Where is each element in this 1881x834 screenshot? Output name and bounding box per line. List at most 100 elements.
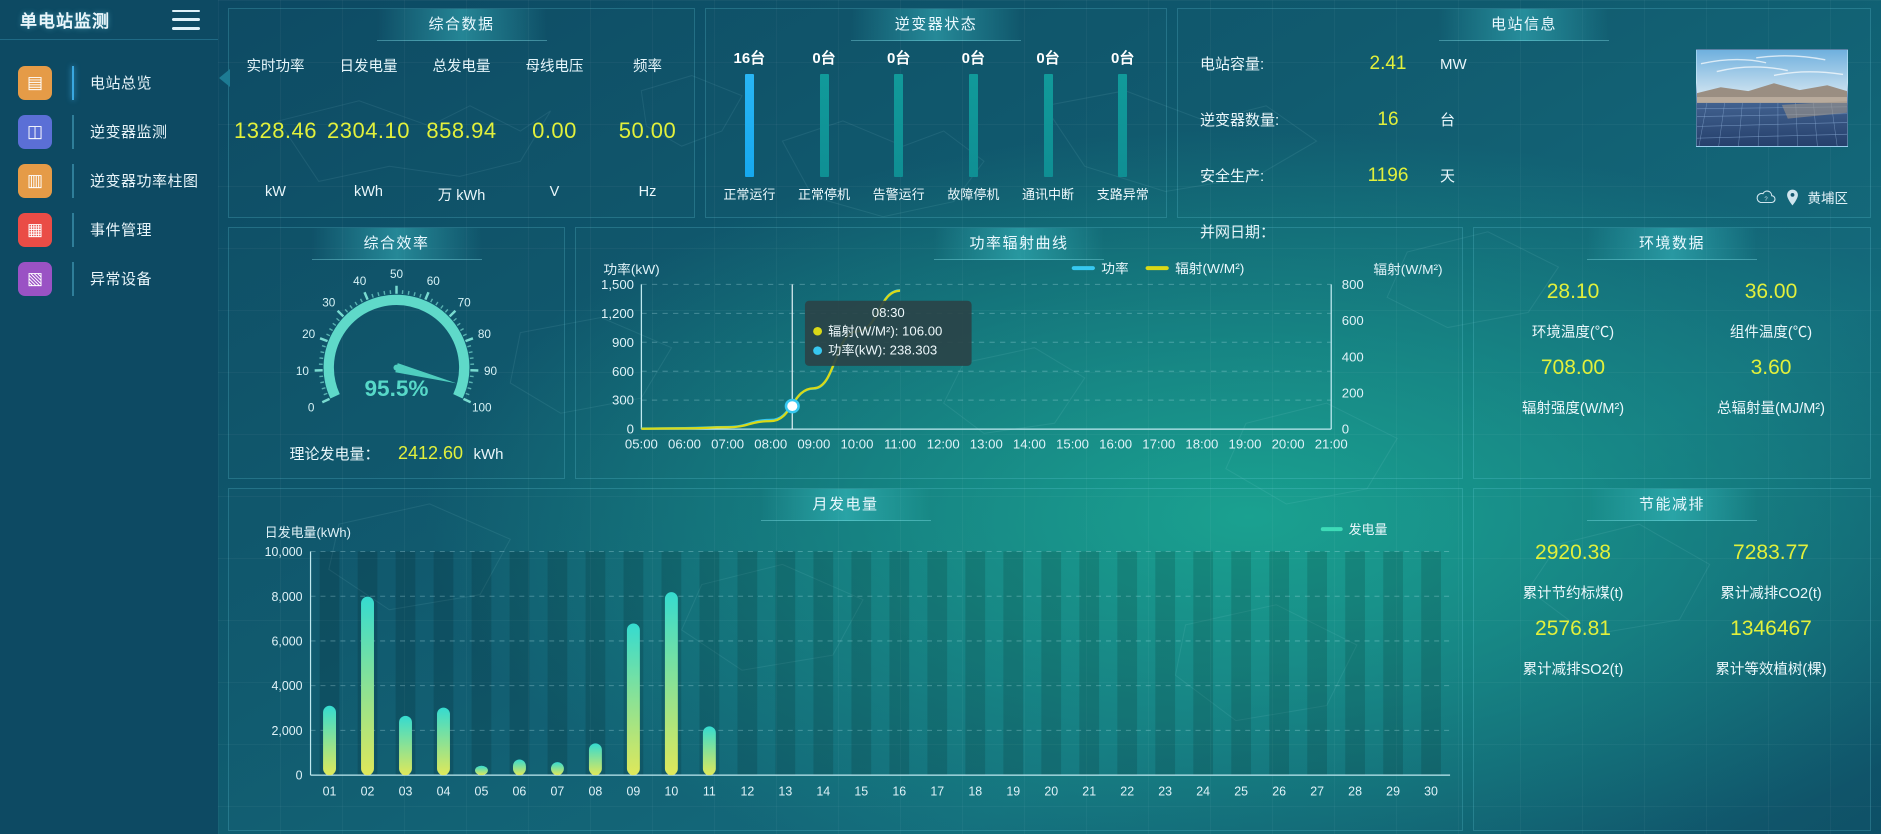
row-unit: 天 (1440, 168, 1456, 185)
svg-text:10,000: 10,000 (265, 545, 303, 559)
panel-title: 综合效率 (311, 228, 482, 260)
location-pin-icon (1786, 189, 1798, 205)
theoretical-generation: 理论发电量： 2412.60 kWh (229, 443, 564, 464)
env-total-irradiation: 3.60 总辐射量(MJ/M²) (1672, 356, 1870, 418)
unit: kWh (473, 446, 504, 463)
saving-equivalent-trees: 1346467 累计等效植树(棵) (1672, 617, 1870, 679)
sidebar-item-inverter-power-bar[interactable]: ▥ 逆变器功率柱图 (0, 156, 218, 205)
svg-text:功率(kW): 238.303: 功率(kW): 238.303 (828, 343, 937, 358)
power-irradiance-chart[interactable]: 功率(kW) 辐射(W/M²) 0 300 600 900 1,200 1,500 0 200 40… (576, 262, 1462, 478)
svg-text:6,000: 6,000 (272, 634, 303, 648)
metric-label: 日发电量 (339, 59, 398, 75)
inverter-status-normal-running[interactable]: 16台 正常运行 (712, 47, 787, 203)
hamburger-menu-icon[interactable] (172, 9, 200, 30)
divider (72, 163, 74, 198)
device-alert-icon: ▧ (18, 261, 52, 296)
dashboard-row-middle: 综合效率 0 10 20 30 40 50 60 70 80 90 100 95.5% 理论发电量：… (228, 227, 1871, 479)
svg-text:30: 30 (322, 297, 336, 310)
sidebar: 单电站监测 ▤ 电站总览 ◫ 逆变器监测 ▥ 逆变器功率柱图 ▦ 事 (0, 0, 218, 834)
inverter-status-normal-stopped[interactable]: 0台 正常停机 (787, 47, 862, 203)
sidebar-item-plant-overview[interactable]: ▤ 电站总览 (0, 58, 218, 107)
label: 累计节约标煤(t) (1522, 586, 1624, 602)
svg-text:07:00: 07:00 (711, 437, 744, 452)
svg-text:1,500: 1,500 (601, 277, 634, 292)
gauge-value: 95.5% (364, 376, 428, 401)
env-irradiance-intensity: 708.00 辐射强度(W/M²) (1474, 356, 1672, 418)
app-title: 单电站监测 (20, 12, 110, 31)
value: 36.00 (1744, 280, 1798, 303)
svg-text:400: 400 (1342, 350, 1364, 365)
svg-text:4,000: 4,000 (272, 679, 303, 693)
svg-text:30: 30 (1424, 784, 1438, 798)
svg-text:发电量: 发电量 (1349, 523, 1388, 537)
divider (72, 114, 74, 149)
svg-text:17: 17 (930, 784, 944, 798)
status-label: 正常运行 (723, 187, 776, 202)
sidebar-item-abnormal-devices[interactable]: ▧ 异常设备 (0, 254, 218, 303)
svg-text:23: 23 (1158, 784, 1172, 798)
svg-text:11:00: 11:00 (884, 437, 916, 452)
collapse-left-arrow-icon[interactable] (219, 69, 230, 87)
value: 2920.38 (1535, 541, 1611, 564)
svg-text:21:00: 21:00 (1315, 437, 1348, 452)
svg-text:60: 60 (427, 275, 441, 288)
svg-text:10: 10 (664, 784, 678, 798)
metric-value: 50.00 (618, 118, 677, 143)
status-count: 0台 (1036, 50, 1060, 67)
svg-text:19: 19 (1006, 784, 1020, 798)
svg-text:24: 24 (1196, 784, 1210, 798)
inverter-status-branch-abnormal[interactable]: 0台 支路异常 (1085, 47, 1160, 203)
plant-location-bar: ? 黄埔区 (1755, 187, 1848, 207)
svg-text:8,000: 8,000 (272, 590, 303, 604)
svg-text:800: 800 (1342, 277, 1364, 292)
svg-text:20:00: 20:00 (1272, 437, 1305, 452)
sidebar-item-inverter-monitor[interactable]: ◫ 逆变器监测 (0, 107, 218, 156)
status-count: 0台 (961, 50, 986, 67)
monthly-generation-chart[interactable]: 日发电量(kWh) 0 2,000 4,000 6,000 8,000 10,000 01 02… (229, 523, 1462, 828)
sidebar-item-event-management[interactable]: ▦ 事件管理 (0, 205, 218, 254)
svg-text:17:00: 17:00 (1142, 437, 1175, 452)
sidebar-item-label: 电站总览 (90, 75, 153, 92)
metric-label: 频率 (633, 59, 662, 75)
status-bar (744, 74, 754, 177)
value: 3.60 (1750, 356, 1792, 379)
svg-text:16:00: 16:00 (1099, 437, 1132, 452)
clipboard-icon: ▦ (18, 212, 52, 247)
panel-title: 综合数据 (376, 9, 547, 41)
svg-text:20: 20 (302, 328, 316, 341)
book-icon: ▤ (18, 65, 52, 100)
svg-text:13: 13 (778, 784, 792, 798)
row-key: 安全生产: (1200, 168, 1265, 185)
dashboard-row-bottom: 月发电量 日发电量(kWh) 0 2,000 4,000 6,000 8,000 10,00… (228, 488, 1871, 831)
metric-unit: Hz (638, 184, 657, 200)
panel-comprehensive-efficiency: 综合效率 0 10 20 30 40 50 60 70 80 90 100 95.5% 理论发电量：… (228, 227, 565, 479)
value: 1346467 (1730, 617, 1812, 640)
status-count: 0台 (1111, 50, 1135, 67)
inverter-status-fault-stopped[interactable]: 0台 故障停机 (936, 47, 1011, 203)
saving-standard-coal: 2920.38 累计节约标煤(t) (1474, 541, 1672, 603)
svg-text:18:00: 18:00 (1185, 437, 1218, 452)
svg-text:600: 600 (612, 364, 634, 379)
svg-text:0: 0 (1342, 422, 1349, 437)
chart-tooltip: 08:30 辐射(W/M²): 106.00 功率(kW): 238.303 (804, 300, 972, 366)
status-bar (819, 74, 829, 177)
svg-text:900: 900 (612, 335, 634, 350)
svg-text:70: 70 (458, 297, 472, 310)
inverter-status-bars: 16台 正常运行 0台 正常停机 0台 告警运行 (712, 47, 1160, 203)
inverter-status-alarm-running[interactable]: 0台 告警运行 (861, 47, 936, 203)
row-value: 1196 (1367, 165, 1409, 186)
efficiency-gauge: 0 10 20 30 40 50 60 70 80 90 100 95.5% (229, 266, 564, 426)
env-ambient-temperature: 28.10 环境温度(℃) (1474, 280, 1672, 342)
svg-text:?: ? (1764, 197, 1768, 203)
metric-daily-generation: 日发电量 2304.10 kWh (322, 55, 415, 205)
sidebar-item-label: 逆变器监测 (90, 124, 168, 141)
sidebar-item-label: 逆变器功率柱图 (90, 173, 199, 190)
saving-co2-reduction: 7283.77 累计减排CO2(t) (1672, 541, 1870, 603)
svg-text:09:00: 09:00 (797, 437, 830, 452)
sidebar-menu: ▤ 电站总览 ◫ 逆变器监测 ▥ 逆变器功率柱图 ▦ 事件管理 ▧ (0, 40, 218, 303)
cloud-question-icon: ? (1756, 190, 1775, 204)
value: 2412.60 (397, 443, 464, 463)
metric-value: 858.94 (426, 118, 497, 143)
inverter-status-comm-interrupted[interactable]: 0台 通讯中断 (1011, 47, 1086, 203)
dashboard-row-top: 综合数据 实时功率 1328.46 kW 日发电量 2304.10 kWh 总发… (219, 8, 1871, 241)
